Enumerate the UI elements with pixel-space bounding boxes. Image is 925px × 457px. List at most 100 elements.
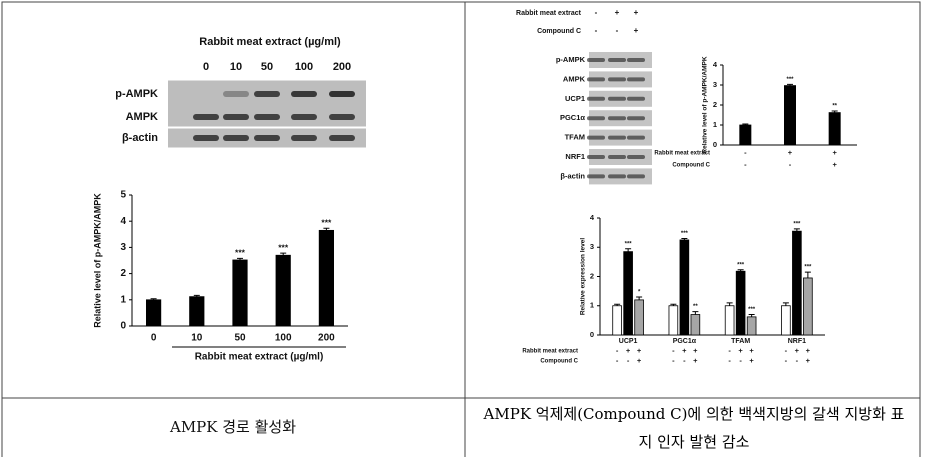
blot-row-label: TFAM: [565, 133, 585, 142]
blot-band: [627, 155, 645, 159]
lane-label: 0: [203, 61, 209, 73]
blot-row-label: p-AMPK: [556, 55, 586, 64]
lane-label: 100: [295, 61, 313, 73]
caption-box: AMPK 억제제(Compound C)에 의한 백색지방의 갈색 지방화 표지…: [470, 400, 918, 457]
significance: ***: [321, 218, 332, 228]
condition-mark: +: [634, 8, 639, 17]
condition-mark: -: [728, 346, 731, 355]
bar: [190, 297, 204, 326]
page: AMPK 경로 활성화 AMPK 억제제(Compound C)에 의한 백색지…: [0, 0, 925, 457]
blot-band: [193, 114, 219, 120]
condition-mark: +: [795, 346, 800, 355]
x-tick-label: 50: [234, 333, 246, 344]
y-tick-label: 3: [590, 242, 594, 251]
x-tick-label: 10: [191, 333, 203, 344]
y-axis-label: Relative expression level: [580, 238, 587, 316]
blot-band: [608, 116, 626, 120]
condition-mark: -: [627, 356, 630, 365]
bar: [613, 306, 622, 335]
blot-band: [329, 91, 355, 97]
blot-band: [193, 135, 219, 141]
condition-mark: +: [693, 356, 698, 365]
bar: [829, 113, 840, 145]
x-tick-label: NRF1: [788, 338, 806, 345]
bar: [740, 125, 751, 145]
blot-band: [223, 114, 249, 120]
condition-mark: -: [785, 356, 788, 365]
condition-mark: +: [626, 346, 631, 355]
x-tick-label: 200: [318, 333, 335, 344]
condition-mark: -: [672, 346, 675, 355]
significance: **: [693, 304, 698, 310]
blot-band: [254, 91, 280, 97]
condition-mark: -: [796, 356, 799, 365]
significance: ***: [681, 231, 689, 237]
y-tick-label: 4: [590, 213, 595, 222]
bar: [624, 252, 633, 335]
blot-row-label: p-AMPK: [115, 88, 158, 100]
condition-mark: -: [595, 8, 598, 17]
x-axis-label: Rabbit meat extract (µg/ml): [195, 352, 324, 363]
condition-mark: +: [634, 26, 639, 35]
bar: [781, 306, 790, 335]
significance: ***: [793, 221, 801, 227]
bar: [276, 255, 290, 326]
bar: [691, 315, 700, 335]
condition-mark: -: [672, 356, 675, 365]
y-tick-label: 4: [713, 60, 718, 69]
significance: ***: [786, 77, 794, 83]
blot-band: [608, 97, 626, 101]
condition-mark: +: [788, 148, 793, 157]
bar: [792, 231, 801, 335]
condition-mark: -: [616, 26, 619, 35]
blot-band: [223, 135, 249, 141]
blot-band: [608, 58, 626, 62]
error-bar: [692, 312, 698, 315]
y-tick-label: 0: [590, 330, 594, 339]
blot-band: [587, 97, 605, 101]
error-bar: [727, 303, 733, 306]
condition-label: Rabbit meat extract: [654, 151, 710, 157]
significance: ***: [737, 262, 745, 268]
condition-label: Rabbit meat extract: [516, 10, 582, 17]
blot-band: [587, 155, 605, 159]
condition-mark: +: [637, 346, 642, 355]
significance: ***: [804, 265, 812, 271]
significance: ***: [748, 307, 756, 313]
condition-mark: -: [616, 346, 619, 355]
blot-band: [291, 114, 317, 120]
figure-table: AMPK 경로 활성화 AMPK 억제제(Compound C)에 의한 백색지…: [0, 0, 925, 457]
bar: [784, 86, 795, 145]
blot-row-label: β-actin: [560, 171, 585, 180]
blot-band: [587, 174, 605, 178]
blot-row-label: AMPK: [126, 111, 158, 123]
condition-label: Compound C: [672, 163, 710, 169]
blot-row-label: UCP1: [565, 94, 585, 103]
y-tick-label: 4: [120, 216, 126, 227]
bar: [680, 240, 689, 335]
blot-band: [223, 91, 249, 97]
bar: [635, 300, 644, 335]
condition-mark: +: [806, 346, 811, 355]
error-bar: [783, 303, 789, 306]
condition-mark: +: [738, 346, 743, 355]
condition-label: Compound C: [540, 359, 578, 365]
y-tick-label: 2: [713, 100, 717, 109]
condition-mark: +: [806, 356, 811, 365]
bar: [736, 271, 745, 335]
blot-row-label: PGC1α: [560, 113, 585, 122]
blot-band: [291, 135, 317, 141]
bar: [725, 306, 734, 335]
y-tick-label: 2: [590, 271, 594, 280]
y-tick-label: 1: [713, 120, 717, 129]
caption: AMPK 억제제(Compound C)에 의한 백색지방의 갈색 지방화 표지…: [470, 400, 918, 456]
bar: [146, 300, 160, 326]
blot-band: [254, 135, 280, 141]
y-tick-label: 0: [120, 321, 126, 332]
x-tick-label: UCP1: [619, 338, 638, 345]
y-tick-label: 1: [590, 301, 594, 310]
error-bar: [636, 297, 642, 300]
condition-label: Rabbit meat extract: [522, 349, 578, 355]
blot-band: [627, 174, 645, 178]
error-bar: [625, 249, 631, 252]
